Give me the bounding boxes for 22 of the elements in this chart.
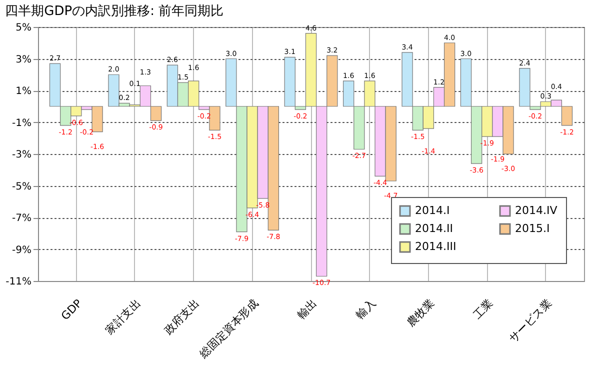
x-tick-label: 政府支出 — [162, 296, 202, 338]
y-tick-label: 3% — [16, 54, 32, 66]
y-tick-label: -5% — [12, 181, 32, 192]
x-tick-label: 輸入 — [353, 296, 378, 322]
y-tick-label: -11% — [6, 276, 32, 288]
legend-label: 2014.II — [415, 222, 453, 235]
y-tick-label: 1% — [16, 86, 32, 97]
legend-label: 2015.I — [515, 222, 550, 235]
legend-label: 2014.IV — [515, 204, 558, 217]
y-tick-label: 5% — [16, 22, 32, 34]
y-tick-label: -3% — [12, 150, 32, 160]
y-tick-label: -9% — [12, 244, 32, 256]
x-tick-label: 家計支出 — [103, 296, 144, 338]
y-tick-label: -1% — [12, 118, 32, 129]
x-tick-label: 輸出 — [294, 296, 320, 322]
x-tick-label: 農牧業 — [404, 296, 437, 330]
legend-label: 2014.I — [415, 204, 450, 217]
y-tick-label: -7% — [12, 213, 32, 224]
x-tick-label: サービス業 — [506, 296, 554, 345]
x-tick-label: 工業 — [470, 296, 496, 322]
legend-label: 2014.III — [415, 240, 456, 253]
chart-title: 四半期GDPの内訳別推移: 前年同期比 — [5, 4, 224, 19]
